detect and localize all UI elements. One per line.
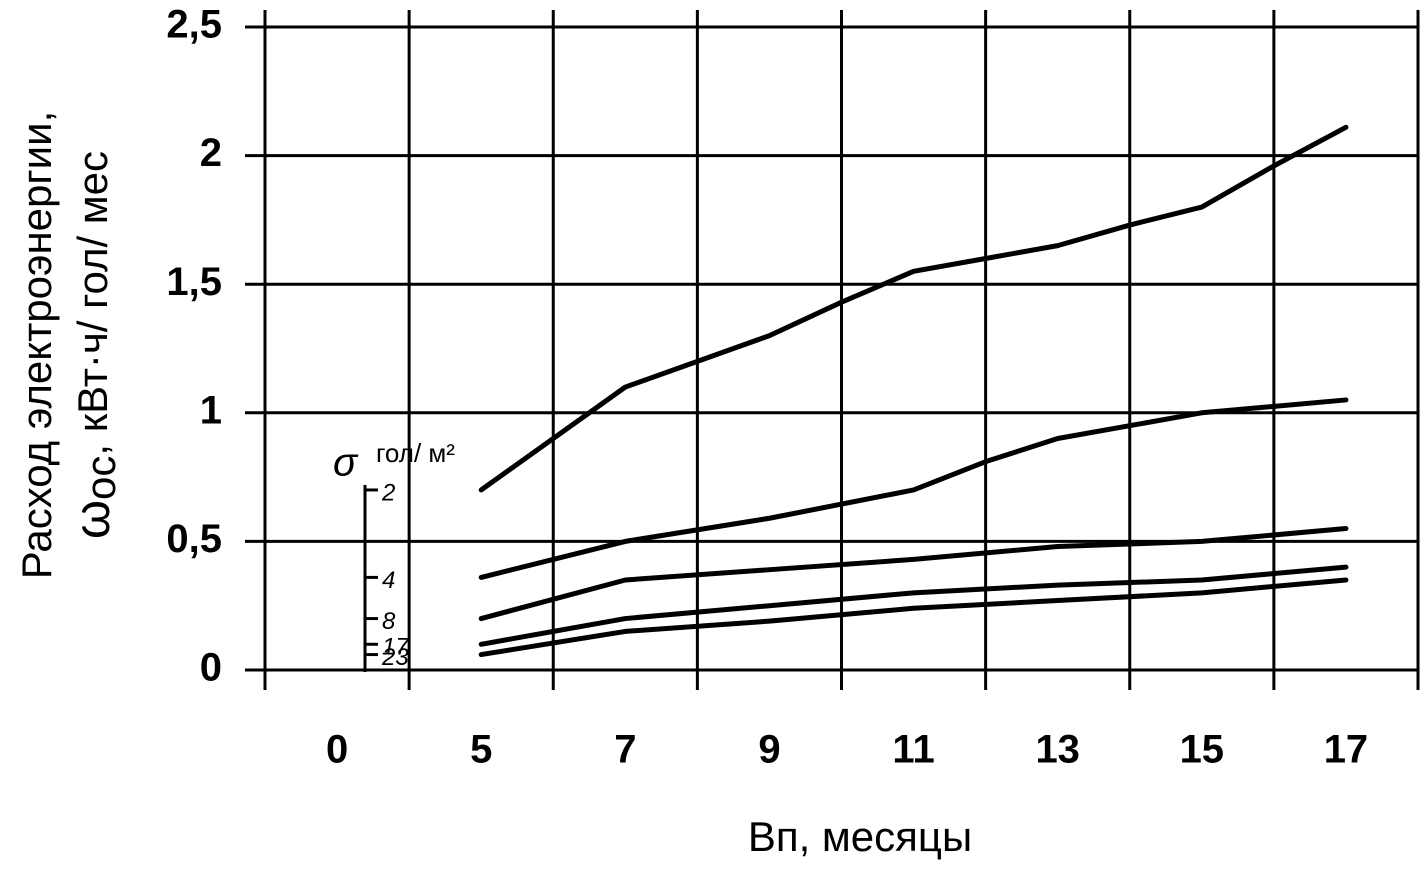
y-axis-title: ωос, кВт·ч/ гол/ мес bbox=[64, 151, 124, 539]
series-label: 4 bbox=[382, 567, 395, 594]
y-tick-label: 0,5 bbox=[166, 517, 222, 561]
x-tick-label: 11 bbox=[892, 728, 934, 772]
x-tick-label: 13 bbox=[1035, 728, 1080, 772]
x-tick-label: 17 bbox=[1324, 728, 1369, 772]
data-line bbox=[478, 124, 1349, 493]
y-tick-label: 1 bbox=[200, 388, 222, 432]
data-line bbox=[478, 397, 1349, 580]
x-axis-title: Вп, месяцы bbox=[748, 813, 972, 860]
series-label: 23 bbox=[381, 644, 409, 671]
y-tick-label: 0 bbox=[200, 646, 222, 690]
series-label: 8 bbox=[382, 608, 396, 635]
x-tick-label: 0 bbox=[326, 728, 348, 772]
series-label: 2 bbox=[381, 479, 395, 506]
y-axis-subscript: ос bbox=[77, 456, 124, 500]
series-label: 17 bbox=[382, 634, 410, 661]
series-label-unit: гол/ м² bbox=[376, 438, 455, 468]
x-tick-label: 15 bbox=[1180, 728, 1225, 772]
x-tick-label: 9 bbox=[758, 728, 780, 772]
series-label-symbol: σ bbox=[333, 441, 359, 485]
x-tick-label: 5 bbox=[470, 728, 492, 772]
y-axis-symbol: ω bbox=[64, 500, 120, 539]
y-tick-label: 1,5 bbox=[166, 260, 222, 304]
y-axis-unit: , кВт·ч/ гол/ мес bbox=[69, 151, 116, 456]
data-line bbox=[478, 564, 1349, 647]
data-line bbox=[478, 526, 1349, 622]
y-tick-label: 2,5 bbox=[166, 3, 222, 47]
data-line bbox=[478, 577, 1349, 658]
y-tick-label: 2 bbox=[200, 131, 222, 175]
x-tick-label: 7 bbox=[614, 728, 636, 772]
y-axis-title: Расход электроэнергии, bbox=[13, 111, 60, 580]
